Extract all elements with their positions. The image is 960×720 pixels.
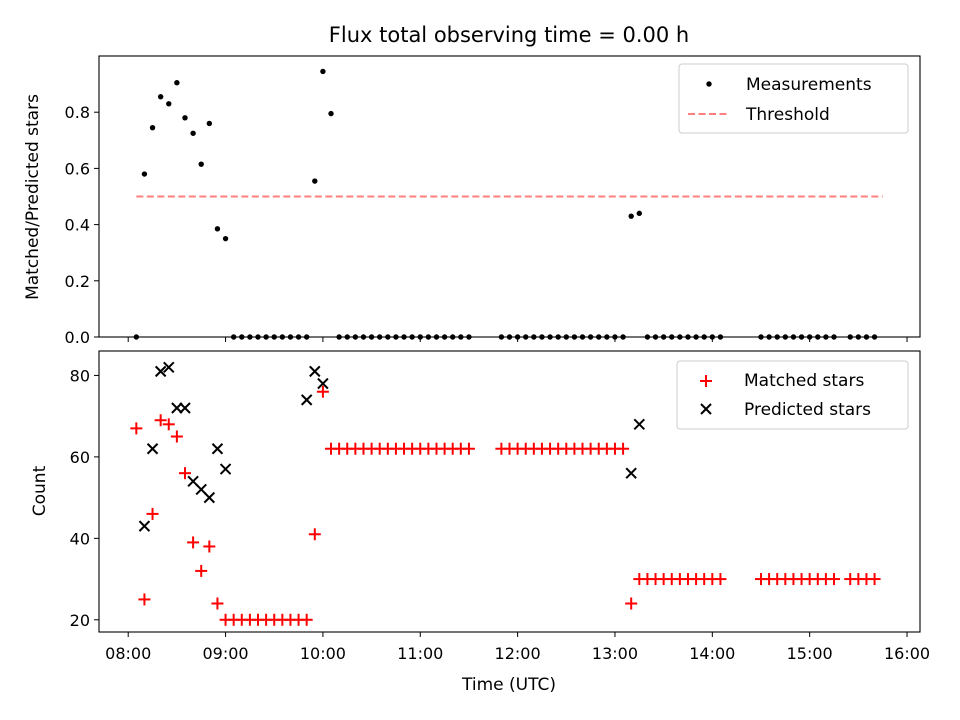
predicted-star-point <box>179 402 191 414</box>
measurement-point <box>174 79 180 86</box>
predicted-star-point <box>300 394 313 406</box>
top-y-tick-label: 0.4 <box>65 216 90 235</box>
measurement-point <box>206 120 213 127</box>
matched-star-point <box>154 414 167 427</box>
predicted-star-point <box>171 402 183 414</box>
bottom-y-tick-label: 80 <box>70 366 90 385</box>
predicted-star-point <box>219 463 232 475</box>
legend-measurements-marker <box>706 81 712 87</box>
top-y-tick-label: 0.2 <box>65 272 90 291</box>
legend-predicted-label: Predicted stars <box>744 400 871 420</box>
matched-star-point <box>300 613 313 626</box>
legend-measurements-label: Measurements <box>746 75 872 95</box>
predicted-star-point <box>309 365 321 378</box>
bottom-y-tick-label: 60 <box>70 448 90 467</box>
matched-star-point <box>625 597 638 610</box>
top-y-tick-label: 0.8 <box>65 103 90 122</box>
x-tick-label: 15:00 <box>787 644 833 663</box>
chart-title: Flux total observing time = 0.00 h <box>329 23 689 47</box>
bottom-axes-frame <box>98 350 921 633</box>
predicted-star-point <box>163 361 175 373</box>
legend-predicted-marker <box>700 403 712 415</box>
bottom-plot-area <box>130 361 881 626</box>
predicted-star-point <box>154 365 167 378</box>
bottom-y-axis-label: Count <box>30 465 50 516</box>
predicted-star-point <box>625 467 637 479</box>
bottom-y-tick-label: 20 <box>70 611 90 630</box>
x-tick-label: 10:00 <box>300 644 346 663</box>
measurement-point <box>157 94 164 100</box>
matched-star-point <box>178 467 191 480</box>
bottom-legend: Matched stars Predicted stars <box>676 360 909 430</box>
bottom-y-tick-label: 40 <box>70 529 90 548</box>
predicted-star-point <box>211 443 224 455</box>
matched-star-point <box>195 564 208 577</box>
legend-matched-label: Matched stars <box>744 371 864 391</box>
measurement-point <box>222 235 229 242</box>
matched-star-point <box>187 536 200 549</box>
matched-star-point <box>462 442 475 455</box>
measurement-point <box>636 210 643 217</box>
measurement-point <box>166 101 172 107</box>
bottom-y-axis: 20 40 60 80 <box>70 366 99 630</box>
measurement-point <box>628 213 634 219</box>
legend-matched-marker <box>700 375 712 387</box>
x-tick-label: 16:00 <box>884 644 930 663</box>
measurement-point <box>182 115 188 121</box>
bottom-x-axis: 08:00 09:00 10:00 11:00 12:00 13:00 14:00 15:00… <box>105 632 930 663</box>
matched-star-point <box>868 573 881 586</box>
matched-star-point <box>203 540 216 553</box>
measurement-point <box>190 130 196 136</box>
top-plot-area <box>133 68 883 340</box>
matched-star-point <box>316 385 329 398</box>
matched-star-point <box>828 573 841 586</box>
x-tick-label: 14:00 <box>689 644 735 663</box>
matched-star-point <box>162 418 175 431</box>
predicted-star-point <box>317 377 329 390</box>
matched-star-point <box>146 507 159 520</box>
matched-star-point <box>617 442 630 455</box>
top-y-axis: 0.0 0.2 0.4 0.6 0.8 <box>65 103 99 347</box>
measurement-point <box>198 161 204 167</box>
x-axis-label: Time (UTC) <box>461 675 556 695</box>
bottom-panel: 20 40 60 80 08:00 09:00 10:00 11:00 12:00 13:00 1… <box>30 350 930 695</box>
measurement-point <box>320 68 326 75</box>
bottom-legend-frame <box>676 360 909 430</box>
measurement-point <box>328 110 334 117</box>
matched-star-point <box>170 430 183 443</box>
matched-star-point <box>308 528 321 541</box>
predicted-star-point <box>138 520 151 532</box>
legend-threshold-label: Threshold <box>745 105 830 125</box>
predicted-star-point <box>203 491 216 504</box>
x-tick-label: 08:00 <box>105 644 151 663</box>
top-axes-frame <box>98 55 921 338</box>
measurement-point <box>149 124 156 131</box>
top-y-tick-label: 0.6 <box>65 159 90 178</box>
measurement-point <box>141 171 148 177</box>
top-legend: Measurements Threshold <box>678 63 909 134</box>
predicted-star-point <box>146 443 159 455</box>
matched-star-point <box>138 593 151 606</box>
x-tick-label: 12:00 <box>495 644 541 663</box>
top-x-axis <box>127 337 908 342</box>
top-y-axis-label: Matched/Predicted stars <box>23 94 43 300</box>
top-y-tick-label: 0.0 <box>65 328 90 347</box>
x-tick-label: 11:00 <box>397 644 443 663</box>
measurement-point <box>312 178 318 184</box>
measurement-point <box>214 226 221 232</box>
matched-star-point <box>714 573 727 586</box>
matched-star-point <box>211 597 224 610</box>
predicted-star-point <box>633 418 646 431</box>
matched-star-point <box>130 422 143 435</box>
top-panel: 0.00.20.40.60.8 Matched/Predicted stars … <box>23 55 921 347</box>
top-legend-frame <box>678 63 909 134</box>
x-tick-label: 09:00 <box>203 644 249 663</box>
x-tick-label: 13:00 <box>592 644 638 663</box>
